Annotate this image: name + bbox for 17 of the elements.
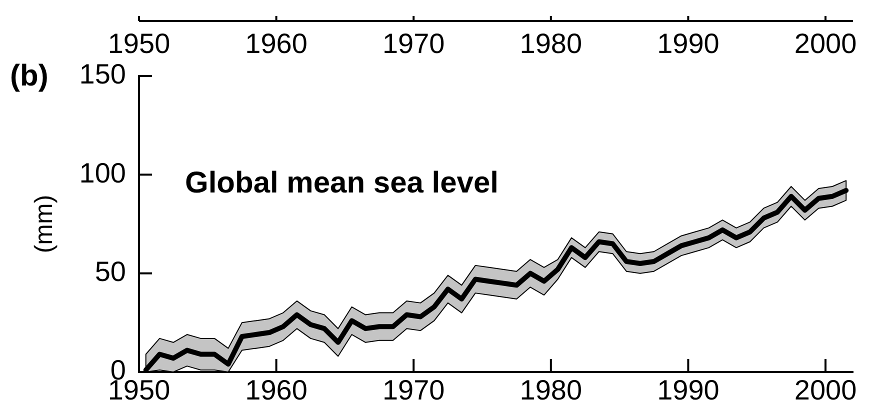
y-axis-title: (mm): [30, 194, 58, 254]
x2-tick-label: 2000: [794, 28, 857, 59]
x-tick-label: 1970: [382, 374, 445, 406]
y-tick-label: 50: [94, 256, 126, 288]
x-tick-label: 1960: [245, 374, 308, 406]
x2-tick-label: 1980: [520, 28, 582, 59]
x2-tick-label: 1960: [245, 28, 308, 59]
x2-tick-label: 1990: [657, 28, 720, 59]
chart-title: (b): [10, 59, 48, 92]
x-tick-label: 1980: [520, 374, 582, 406]
y-tick-label: 150: [79, 58, 126, 90]
x-tick-label: 1990: [657, 374, 720, 406]
x2-tick-label: 1950: [108, 28, 170, 59]
x-tick-label: 2000: [794, 374, 857, 406]
x2-tick-label: 1970: [382, 28, 445, 59]
annotation: Global mean sea level: [185, 166, 498, 200]
y-tick-label: 100: [79, 157, 126, 188]
